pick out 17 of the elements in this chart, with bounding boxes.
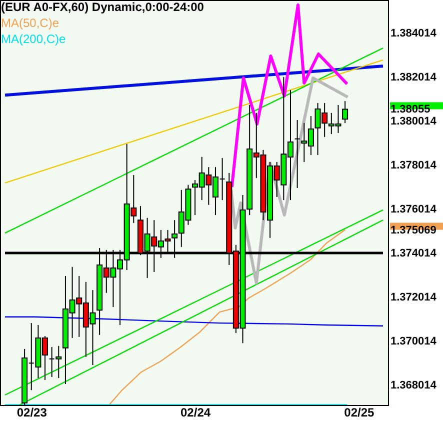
y-tick-label: 1.370014 <box>390 336 438 348</box>
y-tick-label: 1.376014 <box>390 204 438 216</box>
x-tick-label: 02/25 <box>344 406 375 420</box>
text: MA(200,C)e <box>1 32 66 46</box>
chart-title: (EUR A0-FX,60) Dynamic,0:00-24:00 <box>1 0 204 14</box>
x-tick-label: 02/24 <box>180 406 211 420</box>
candlestick <box>294 119 300 188</box>
y-tick-label: 1.378014 <box>390 160 438 172</box>
y-tick-label: 1.372014 <box>390 292 438 304</box>
x-tick-label: 02/23 <box>16 406 48 420</box>
y-tick-label: 1.368014 <box>390 380 438 392</box>
y-tick-label: 1.374014 <box>390 248 438 260</box>
y-tick-label: 1.380014 <box>390 116 438 128</box>
y-tick-label: 1.384014 <box>390 28 438 40</box>
text: MA(50,C)e <box>1 16 60 30</box>
y-tick-label: 1.382014 <box>390 72 438 84</box>
candlestick <box>342 100 348 124</box>
